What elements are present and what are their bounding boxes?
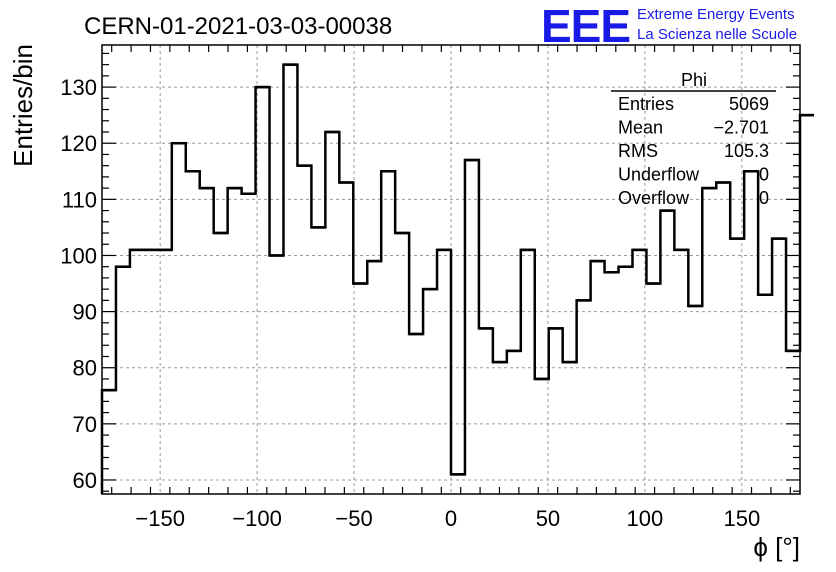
stats-row-value: 5069 xyxy=(729,94,769,114)
y-tick-label: 110 xyxy=(62,187,97,212)
histogram-series xyxy=(100,63,814,494)
stats-row-label: RMS xyxy=(618,141,658,161)
x-tick-label: 0 xyxy=(445,506,457,531)
stats-row-value: −2.701 xyxy=(713,118,769,138)
stats-row-label: Underflow xyxy=(618,165,700,185)
y-tick-label: 120 xyxy=(60,131,97,156)
x-tick-label: 50 xyxy=(536,506,560,531)
y-tick-label: 80 xyxy=(73,356,97,381)
stats-row-label: Mean xyxy=(618,118,663,138)
stats-row-label: Entries xyxy=(618,94,674,114)
y-tick-label: 90 xyxy=(73,300,97,325)
axis-ticks xyxy=(102,45,800,494)
stats-row-value: 0 xyxy=(759,188,769,208)
stats-box: Phi Entries 5069 Mean −2.701 RMS 105.3 Underfl… xyxy=(611,70,776,208)
logo-line-2: La Scienza nelle Scuole xyxy=(637,26,797,43)
x-tick-label: −100 xyxy=(232,506,282,531)
stats-row-label: Overflow xyxy=(618,188,690,208)
histogram-bins xyxy=(102,63,814,476)
y-tick-label: 60 xyxy=(73,468,97,493)
stats-row-value: 0 xyxy=(759,165,769,185)
y-axis-title: Entries/bin xyxy=(8,44,38,167)
x-tick-label: −50 xyxy=(335,506,372,531)
x-tick-label: −150 xyxy=(135,506,185,531)
x-tick-label: 150 xyxy=(723,506,760,531)
stats-name: Phi xyxy=(681,70,707,90)
y-tick-label: 100 xyxy=(60,243,97,268)
x-tick-labels: −150 −100 −50 0 50 100 150 xyxy=(135,506,760,531)
y-tick-labels: 60 70 80 90 100 110 120 130 xyxy=(60,75,97,493)
logo-line-1: Extreme Energy Events xyxy=(637,6,795,23)
y-tick-label: 130 xyxy=(60,75,97,100)
x-axis-title: ϕ [°] xyxy=(753,532,800,562)
logo-mark: EEE xyxy=(541,0,630,52)
run-title: CERN-01-2021-03-03-00038 xyxy=(84,13,392,40)
x-tick-label: 100 xyxy=(627,506,664,531)
eee-logo: EEE Extreme Energy Events La Scienza nel… xyxy=(541,0,797,52)
stats-rows: Entries 5069 Mean −2.701 RMS 105.3 Underflow 0 O… xyxy=(618,94,769,208)
y-tick-label: 70 xyxy=(73,412,97,437)
stats-row-value: 105.3 xyxy=(724,141,769,161)
plot-frame xyxy=(101,44,801,495)
